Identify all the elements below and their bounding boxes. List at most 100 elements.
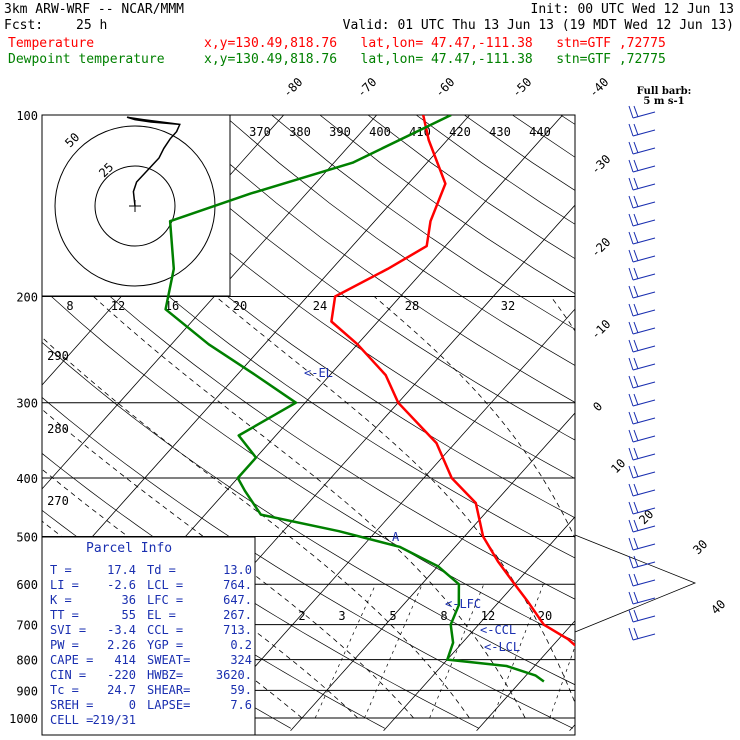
wind-barb [633,393,639,406]
moist-adiabat [215,296,575,704]
wind-barb [633,375,639,388]
parcel-row-value: -220 [107,668,136,682]
wind-barb [632,165,656,173]
wind-barb [628,105,634,119]
parcel-info-panel [41,536,256,736]
parcel-row-label: SWEAT= [147,653,190,667]
dry-adiabat [42,179,575,559]
parcel-row-label: PW = [50,638,79,652]
parcel-row-value: 24.7 [107,683,136,697]
model-title: 3km ARW-WRF -- NCAR/MMM [4,2,185,17]
wind-barb [632,399,656,407]
dry-adiabat [42,233,575,600]
wind-barb [628,411,634,425]
parcel-row-label: SREH = [50,698,93,712]
dewpoint-line [164,115,545,683]
wind-barb [628,321,634,335]
moist-adiabat [373,296,575,539]
isotherm-line [197,308,575,732]
speed-scale-label: 12 [111,299,125,313]
parcel-row-value: 0.2 [230,638,252,652]
wind-barb [632,183,656,191]
pressure-tick-label: 500 [16,530,38,544]
parcel-row-label: LI = [50,578,79,592]
wind-barb [633,141,639,154]
wind-barb [628,177,634,191]
parcel-row-label: K = [50,593,72,607]
chart-series [164,115,575,683]
dry-adiabat [609,115,740,728]
wind-barb [628,213,634,227]
wind-barb [633,537,639,550]
parcel-row-value: 0 [129,698,136,712]
wind-barb [632,381,656,389]
wind-barb [632,507,656,515]
parcel-row-label: HWBZ= [147,668,183,682]
theta-label: 420 [449,125,471,139]
dry-adiabat [175,115,575,403]
wind-barb [633,573,639,586]
mixing-ratio-label: 12 [481,609,495,623]
wind-barb [632,561,656,569]
wind-barb [633,465,639,478]
wind-barb [633,195,639,208]
parcel-row-label: EL = [147,608,176,622]
parcel-row-value: -3.4 [107,623,136,637]
level-marker-ccl: <-CCL [480,623,516,637]
isotherm-label: 40 [708,597,728,617]
wind-barb [633,483,639,496]
parcel-row-value: 414 [114,653,136,667]
pressure-tick-label: 1000 [9,712,38,726]
wind-barb [632,435,656,443]
dry-adiabat [42,126,575,519]
dewpoint-location: x,y=130.49,818.76 lat,lon= 47.47,-111.38… [204,52,666,67]
parcel-row-value: 2.26 [107,638,136,652]
parcel-row-value: 267. [223,608,252,622]
dry-adiabat [560,115,575,125]
pressure-tick-label: 800 [16,654,38,668]
parcel-info-box: Parcel Info T = 17.4 Td = 13.0 LI = -2.6 LCL = 7… [41,536,256,736]
wind-barb [633,627,639,640]
parcel-row-label: SHEAR= [147,683,190,697]
theta-label: 270 [47,494,69,508]
isotherm-label: -60 [432,75,457,100]
dry-adiabat [78,115,575,479]
wind-barb [633,411,639,424]
mixing-ratio-label: 8 [440,609,447,623]
parcel-row-label: CIN = [50,668,86,682]
wind-barb [628,303,634,317]
isotherm-label: -20 [588,235,613,260]
wind-barb [628,555,634,569]
theta-label: 370 [249,125,271,139]
theta-label: 380 [289,125,311,139]
wind-barb [632,453,656,461]
speed-scale-label: 24 [313,299,327,313]
wind-barb [628,393,634,407]
mixing-ratio-line [492,584,544,719]
parcel-row-value: 219/31 [93,713,136,727]
wind-barb [633,609,639,622]
parcel-row-value: -2.6 [107,578,136,592]
barb-legend: 5 m s-1 [643,96,684,107]
parcel-row-label: YGP = [147,638,183,652]
plot-border [41,114,576,736]
hodograph-trace [126,116,181,207]
wind-barb [632,417,656,425]
isotherm-line [663,87,740,730]
isotherm-label: 10 [608,456,628,476]
wind-barb [633,303,639,316]
isotherm-label: 0 [590,399,605,414]
pressure-tick-label: 600 [16,578,38,592]
wind-barbs [628,105,656,641]
dewpoint-legend: Dewpoint temperature [8,52,165,67]
parcel-row-value: 647. [223,593,252,607]
parcel-row-label: CAPE = [50,653,93,667]
pressure-tick-label: 700 [16,619,38,633]
level-marker-lfc: <-LFC [445,597,481,611]
wind-barb [633,519,639,532]
wind-barb [633,321,639,334]
forecast-hours: 25 h [76,18,108,33]
parcel-row-label: SVI = [50,623,86,637]
wind-barb [633,105,639,118]
parcel-row-value: 764. [223,578,252,592]
